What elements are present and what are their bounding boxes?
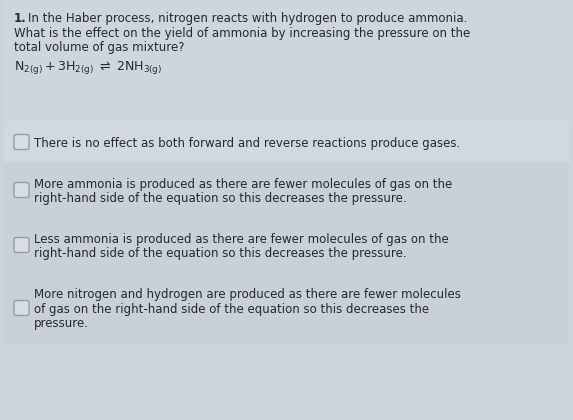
Text: What is the effect on the yield of ammonia by increasing the pressure on the: What is the effect on the yield of ammon…	[14, 26, 470, 39]
Text: Less ammonia is produced as there are fewer molecules of gas on the: Less ammonia is produced as there are fe…	[34, 233, 449, 246]
Text: $\mathrm{N_{2(g)} + 3H_{2(g)}}$ $\rightleftharpoons$ $\mathrm{2NH_{3(g)}}$: $\mathrm{N_{2(g)} + 3H_{2(g)}}$ $\rightl…	[14, 60, 162, 76]
FancyBboxPatch shape	[4, 272, 569, 344]
Text: pressure.: pressure.	[34, 318, 89, 331]
FancyBboxPatch shape	[14, 237, 29, 252]
FancyBboxPatch shape	[3, 0, 570, 123]
FancyBboxPatch shape	[4, 217, 569, 273]
Text: There is no effect as both forward and reverse reactions produce gases.: There is no effect as both forward and r…	[34, 137, 460, 150]
Text: More nitrogen and hydrogen are produced as there are fewer molecules: More nitrogen and hydrogen are produced …	[34, 289, 461, 302]
Text: right-hand side of the equation so this decreases the pressure.: right-hand side of the equation so this …	[34, 192, 407, 205]
FancyBboxPatch shape	[14, 183, 29, 197]
Text: More ammonia is produced as there are fewer molecules of gas on the: More ammonia is produced as there are fe…	[34, 178, 452, 191]
FancyBboxPatch shape	[14, 300, 29, 315]
Text: right-hand side of the equation so this decreases the pressure.: right-hand side of the equation so this …	[34, 247, 407, 260]
FancyBboxPatch shape	[4, 162, 569, 218]
FancyBboxPatch shape	[14, 134, 29, 150]
Text: of gas on the right-hand side of the equation so this decreases the: of gas on the right-hand side of the equ…	[34, 303, 429, 316]
Text: In the Haber process, nitrogen reacts with hydrogen to produce ammonia.: In the Haber process, nitrogen reacts wi…	[28, 12, 468, 25]
Text: 1.: 1.	[14, 12, 27, 25]
Text: total volume of gas mixture?: total volume of gas mixture?	[14, 41, 185, 54]
FancyBboxPatch shape	[4, 121, 569, 163]
